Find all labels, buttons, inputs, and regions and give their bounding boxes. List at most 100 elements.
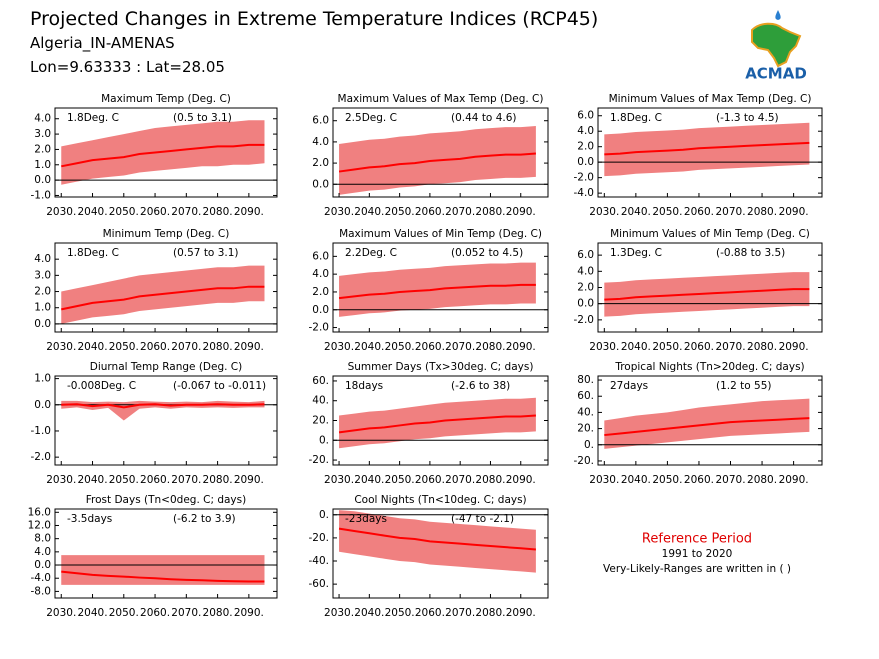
panel-range: (-47 to -2.1) [451, 513, 514, 525]
y-tick-label: 20. [577, 423, 594, 435]
x-tick-label: 2050. [109, 341, 139, 353]
x-tick-label: 2090. [506, 206, 536, 218]
x-tick-label: 2060. [415, 341, 445, 353]
plot-frame [332, 107, 549, 198]
median-line [338, 152, 536, 173]
y-tick-label: 4.0 [577, 265, 594, 277]
x-tick-label: 2080. [747, 341, 777, 353]
x-tick-label: 2090. [234, 474, 264, 486]
x-tick-label: 2040. [621, 474, 651, 486]
panel-value: -3.5days [67, 513, 112, 525]
plot-frame [54, 242, 278, 333]
y-tick-label: -4.0 [31, 572, 52, 584]
x-tick-label: 2070. [171, 607, 201, 619]
y-tick-label: -2.0 [574, 172, 595, 184]
y-tick-label: 2.0 [34, 286, 51, 298]
median-line [338, 527, 536, 551]
plot-frame [332, 242, 549, 333]
x-tick-label: 2060. [140, 474, 170, 486]
y-tick-label: 20. [312, 415, 329, 427]
y-tick-label: -20. [309, 532, 330, 544]
x-tick-label: 2040. [77, 206, 107, 218]
y-tick-label: 0.0 [34, 559, 51, 571]
x-tick-label: 2040. [621, 206, 651, 218]
x-tick-label: 2080. [747, 206, 777, 218]
panel-title: Cool Nights (Tn<10deg. C; days) [354, 494, 526, 506]
x-tick-label: 2050. [109, 206, 139, 218]
median-line [61, 143, 265, 168]
y-tick-label: 0. [319, 509, 329, 521]
logo: ACMAD [745, 10, 807, 83]
panel-value: 2.5Deg. C [345, 112, 397, 124]
plot-frame [332, 508, 549, 599]
panel-range: (-1.3 to 4.5) [716, 112, 779, 124]
x-tick-label: 2050. [385, 607, 415, 619]
y-tick-label: -2.0 [309, 322, 330, 334]
y-tick-label: 16.0 [28, 506, 51, 518]
x-tick-label: 2050. [652, 341, 682, 353]
median-line [338, 414, 536, 434]
x-tick-label: 2060. [140, 206, 170, 218]
y-tick-label: -1.0 [31, 425, 52, 437]
median-line [604, 417, 810, 437]
y-tick-label: 0.0 [577, 298, 594, 310]
median-line [604, 288, 810, 301]
panel-value: -0.008Deg. C [67, 380, 136, 392]
x-tick-label: 2090. [506, 474, 536, 486]
page-title: Projected Changes in Extreme Temperature… [30, 8, 598, 30]
plot-frame [597, 107, 823, 198]
range-band [61, 555, 265, 585]
panel-range: (-6.2 to 3.9) [173, 513, 236, 525]
y-tick-label: -40. [309, 555, 330, 567]
panel-range: (0.5 to 3.1) [173, 112, 232, 124]
y-tick-label: -2.0 [574, 314, 595, 326]
panel-value: 27days [610, 380, 648, 392]
plot-frame [54, 107, 278, 198]
panel-title: Maximum Values of Min Temp (Deg. C) [339, 228, 542, 240]
x-tick-label: 2030. [589, 474, 619, 486]
y-tick-label: 2.0 [34, 143, 51, 155]
reference-period: 1991 to 2020 [662, 548, 733, 560]
y-tick-label: 2.0 [312, 286, 329, 298]
y-tick-label: 80. [577, 374, 594, 386]
x-tick-label: 2050. [385, 474, 415, 486]
x-tick-label: 2060. [684, 206, 714, 218]
x-tick-label: 2070. [171, 206, 201, 218]
y-tick-label: -4.0 [574, 187, 595, 199]
x-tick-label: 2060. [140, 341, 170, 353]
panel-range: (0.052 to 4.5) [451, 247, 523, 259]
y-tick-label: 2.0 [577, 141, 594, 153]
y-tick-label: 0.0 [312, 304, 329, 316]
y-tick-label: 60. [577, 390, 594, 402]
x-tick-label: 2080. [747, 474, 777, 486]
x-tick-label: 2090. [779, 341, 809, 353]
x-tick-label: 2040. [77, 607, 107, 619]
x-tick-label: 2070. [715, 341, 745, 353]
y-tick-label: 2.0 [312, 157, 329, 169]
x-tick-label: 2070. [171, 474, 201, 486]
x-tick-label: 2050. [652, 206, 682, 218]
x-tick-label: 2030. [46, 474, 76, 486]
panel-range: (1.2 to 55) [716, 380, 771, 392]
station: Algeria_IN-AMENAS [30, 34, 175, 53]
y-tick-label: -1.0 [31, 189, 52, 201]
x-tick-label: 2070. [715, 474, 745, 486]
x-tick-label: 2030. [324, 474, 354, 486]
x-tick-label: 2060. [684, 474, 714, 486]
panel-range: (0.57 to 3.1) [173, 247, 239, 259]
x-tick-label: 2090. [234, 607, 264, 619]
x-tick-label: 2070. [171, 341, 201, 353]
y-tick-label: 0.0 [577, 156, 594, 168]
x-tick-label: 2080. [475, 474, 505, 486]
y-tick-label: 6.0 [577, 110, 594, 122]
x-tick-label: 2060. [140, 607, 170, 619]
panel-title: Maximum Values of Max Temp (Deg. C) [338, 93, 544, 105]
x-tick-label: 2080. [475, 341, 505, 353]
panel-value: 1.8Deg. C [610, 112, 662, 124]
x-tick-label: 2060. [415, 474, 445, 486]
x-tick-label: 2050. [385, 206, 415, 218]
x-tick-label: 2030. [46, 206, 76, 218]
panel-value: -23days [345, 513, 387, 525]
logo-text: ACMAD [745, 65, 807, 83]
